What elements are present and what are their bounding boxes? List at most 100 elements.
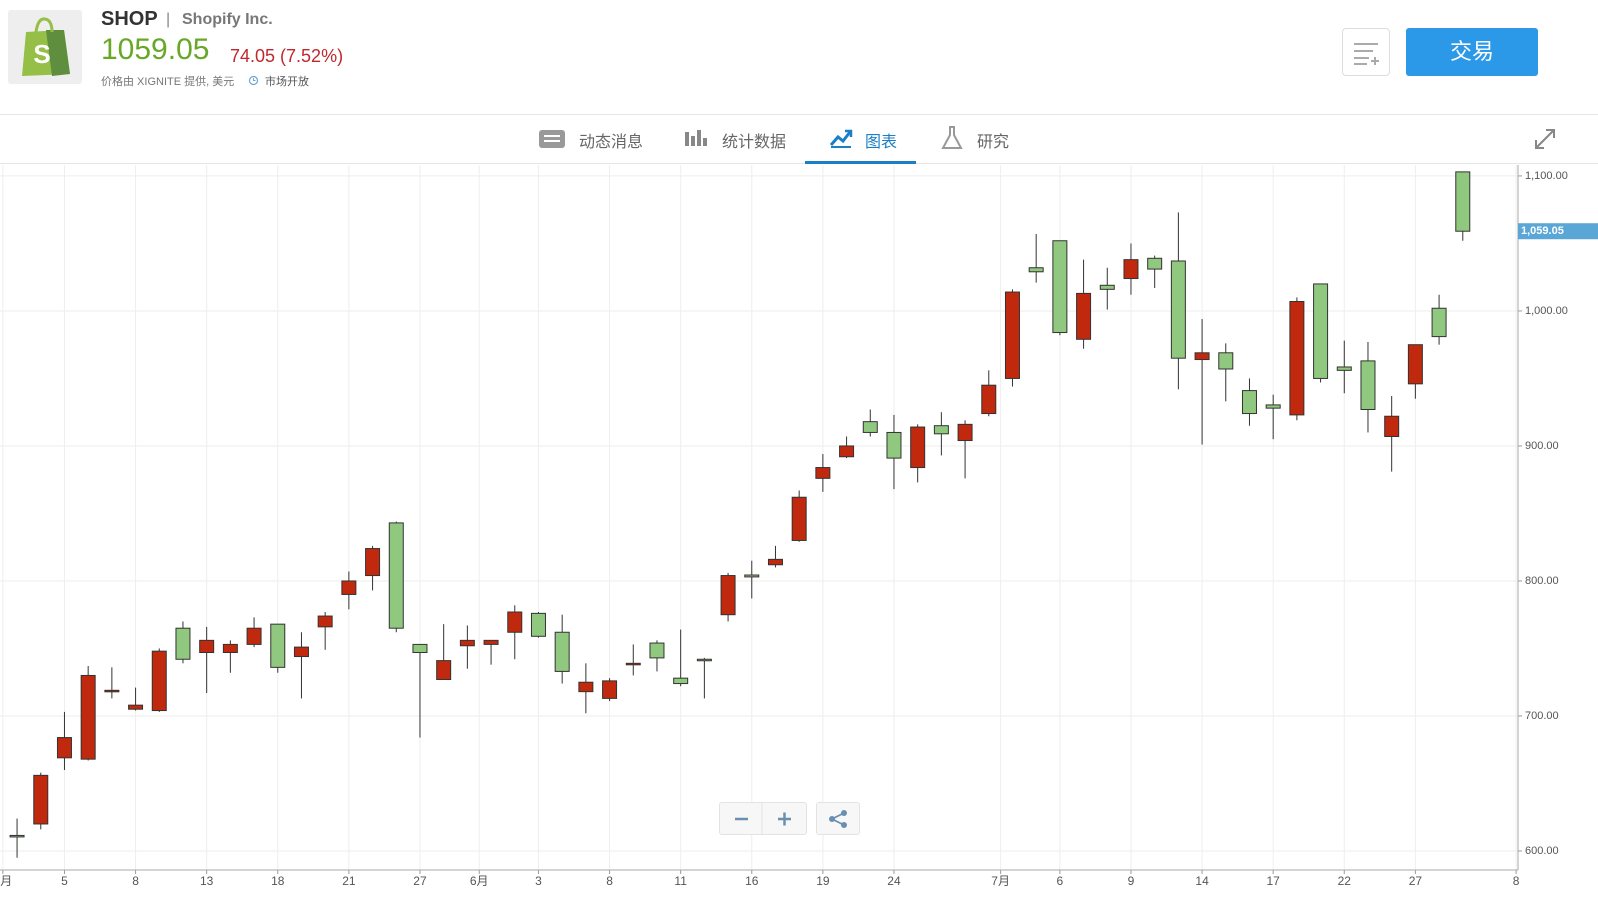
logo: S — [8, 10, 82, 84]
candle-body — [1313, 283, 1329, 379]
watchlist-button[interactable] — [1342, 28, 1390, 76]
candle-body — [388, 522, 404, 629]
candle-body — [1455, 171, 1471, 232]
active-tab-indicator — [805, 161, 916, 164]
x-tick-label: 5月 — [0, 874, 12, 888]
candle-body — [412, 643, 428, 654]
tab[interactable]: 统计数据 — [722, 134, 787, 151]
tab[interactable]: 研究 — [977, 134, 1010, 151]
candle-body — [128, 704, 144, 710]
candle-body — [104, 689, 120, 693]
x-tick-label: 3 — [535, 874, 542, 888]
x-tick-label: 17 — [1266, 874, 1280, 888]
candle-body — [530, 612, 546, 637]
candle-body — [1170, 260, 1186, 359]
candle-body — [720, 575, 736, 616]
candle-body — [199, 639, 215, 654]
trade-button[interactable]: 交易 — [1406, 28, 1538, 76]
x-tick-label: 9 — [1128, 874, 1135, 888]
candle-body — [1431, 307, 1447, 338]
share-button[interactable] — [816, 802, 860, 835]
clock-icon — [248, 75, 259, 86]
candle-body — [1147, 257, 1163, 270]
candle-body — [862, 421, 878, 433]
candle-body — [56, 737, 72, 759]
x-tick-label: 8 — [132, 874, 139, 888]
candle-body — [80, 674, 96, 760]
x-tick-label: 11 — [674, 874, 687, 888]
x-tick-label: 13 — [200, 874, 214, 888]
candle-body — [507, 611, 523, 633]
x-tick-label: 7月 — [991, 874, 1010, 888]
candle-body — [1076, 292, 1092, 340]
tab[interactable]: 动态消息 — [579, 134, 644, 151]
candle-body — [1099, 284, 1115, 290]
y-tick-label: 600.00 — [1525, 845, 1559, 857]
last-price-label: 1,059.05 — [1521, 225, 1564, 237]
x-tick-label: 8 — [606, 874, 613, 888]
zoom-icons — [735, 803, 791, 834]
research-icon — [941, 126, 963, 149]
news-icon — [539, 130, 565, 148]
tab[interactable]: 图表 — [865, 134, 898, 151]
candle-body — [696, 658, 712, 662]
x-tick-label: 21 — [342, 874, 356, 888]
candle-body — [886, 431, 902, 459]
candle-body — [981, 384, 997, 415]
candle-body — [815, 467, 831, 479]
candle-body — [483, 639, 499, 645]
price-source: 价格由 XIGNITE 提供, 美元 — [101, 76, 235, 88]
x-tick-label: 27 — [1409, 874, 1423, 888]
x-tick-label: 24 — [887, 874, 901, 888]
candle-body — [910, 426, 926, 469]
y-tick-label: 1,000.00 — [1525, 305, 1568, 317]
y-tick-label: 700.00 — [1525, 710, 1559, 722]
candle-body — [175, 627, 191, 660]
stats-icon — [685, 130, 707, 146]
price: 1059.05 — [101, 33, 210, 66]
candle-body — [1407, 344, 1423, 385]
last-price-box — [1518, 223, 1598, 240]
candle-body — [1289, 300, 1305, 416]
y-tick-label: 900.00 — [1525, 440, 1559, 452]
candle-body — [1028, 267, 1044, 273]
candle-body — [341, 580, 357, 595]
candle-body — [1336, 366, 1352, 371]
candle-body — [9, 834, 25, 838]
svg-text:S: S — [33, 39, 50, 69]
candle-body — [1265, 404, 1281, 409]
candle-body — [317, 615, 333, 628]
candle-body — [744, 574, 760, 578]
x-tick-label: 8 — [1513, 874, 1520, 888]
tab-bar — [0, 114, 1598, 164]
x-tick-label: 27 — [413, 874, 427, 888]
x-tick-label: 5 — [61, 874, 68, 888]
x-tick-label: 22 — [1338, 874, 1352, 888]
candle-body — [554, 631, 570, 672]
candle-body — [293, 646, 309, 658]
candle-body — [1123, 259, 1139, 280]
x-tick-label: 18 — [271, 874, 285, 888]
market-status: 市场开放 — [265, 76, 309, 88]
expand-icon[interactable] — [1533, 127, 1557, 151]
candle-body — [933, 425, 949, 435]
candle-body — [602, 680, 618, 699]
candle-body — [459, 639, 475, 647]
chart-icon — [829, 129, 853, 148]
candle-body — [1241, 390, 1257, 415]
candle-body — [246, 627, 262, 645]
zoom-controls — [719, 802, 807, 835]
candle-body — [151, 650, 167, 712]
x-tick-label: 6月 — [470, 874, 489, 888]
logo-icon: S — [22, 17, 70, 76]
candle-body — [673, 677, 689, 685]
candle-body — [1360, 360, 1376, 410]
candle-body — [33, 774, 49, 825]
candle-body — [649, 642, 665, 659]
candle-body — [839, 445, 855, 458]
company-name: Shopify Inc. — [182, 11, 273, 28]
candle-body — [1194, 352, 1210, 361]
candle-body — [1052, 240, 1068, 334]
